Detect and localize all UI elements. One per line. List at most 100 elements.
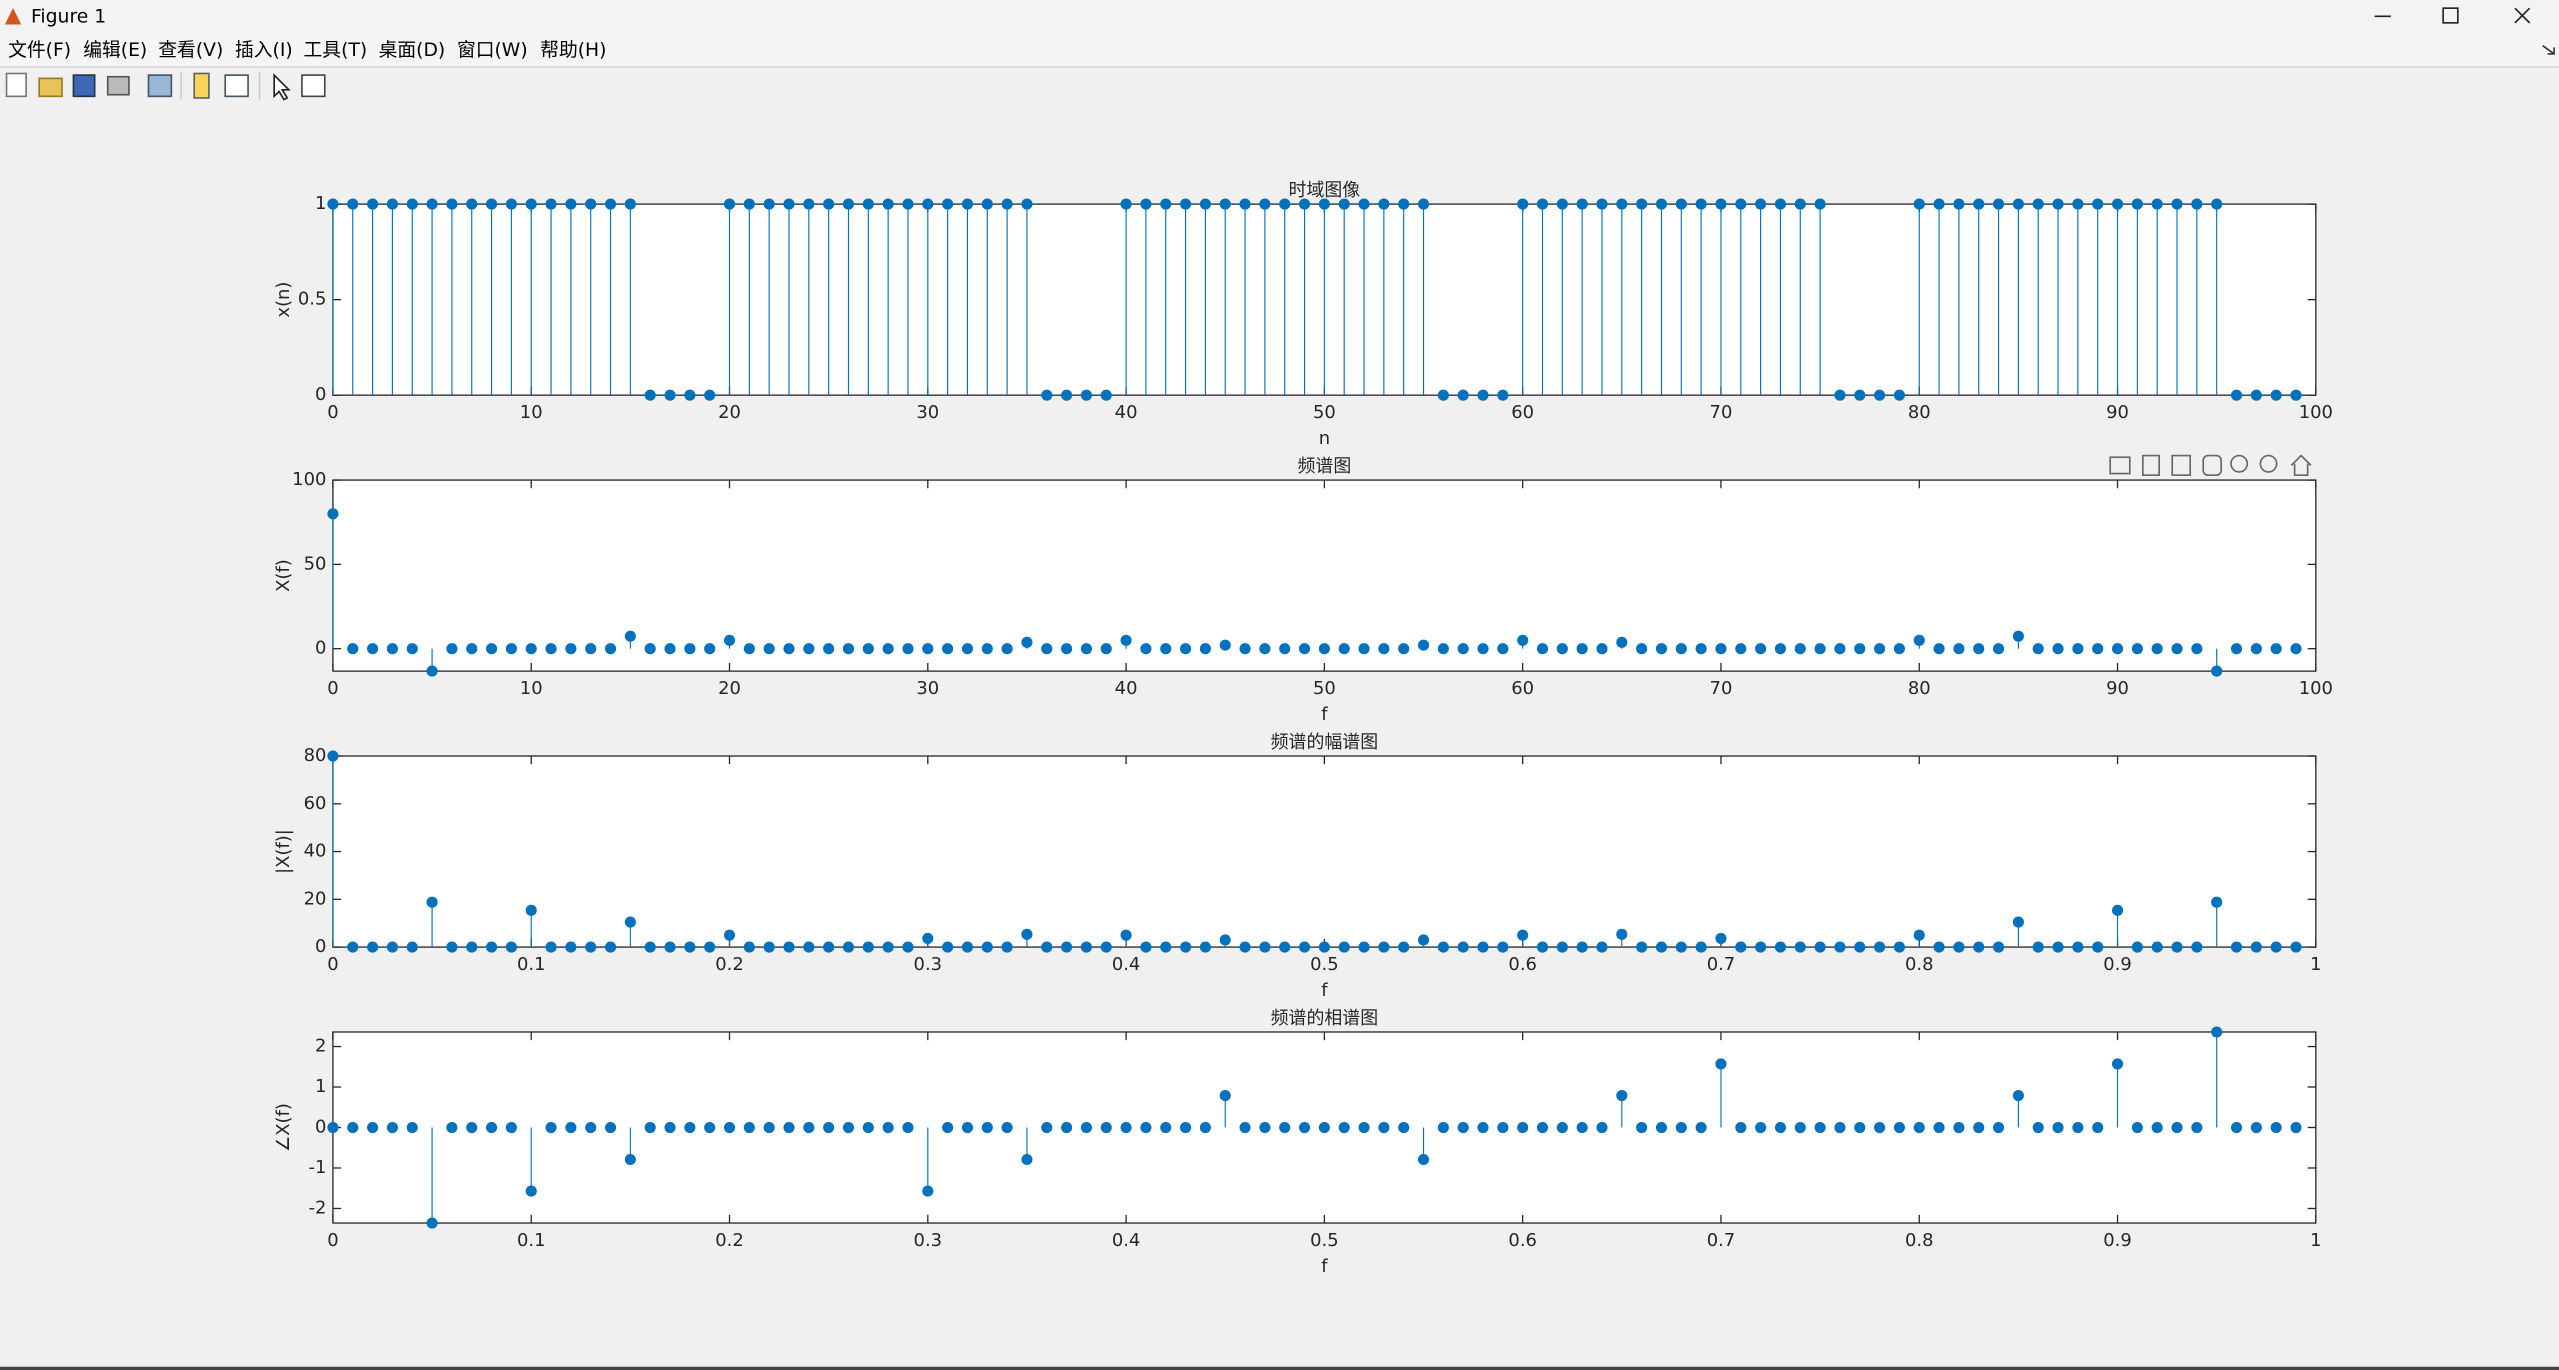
stem <box>1080 941 1092 953</box>
y-tick-label: 1 <box>315 193 326 214</box>
stem <box>1913 929 1925 948</box>
home-button[interactable] <box>2290 454 2312 476</box>
stem <box>1219 934 1231 948</box>
new-button[interactable] <box>5 72 27 98</box>
stem <box>1239 198 1251 396</box>
axes-title: 频谱的相谱图 <box>1271 1008 1379 1029</box>
stem-marker <box>1100 389 1112 401</box>
stem <box>1874 941 1886 953</box>
menu-item[interactable]: 编辑(E) <box>83 39 147 61</box>
stem <box>1437 389 1449 401</box>
stem-marker <box>1398 198 1410 210</box>
link-button[interactable] <box>147 74 173 98</box>
datatip-button[interactable] <box>2171 454 2191 476</box>
stem-marker <box>1517 198 1529 210</box>
stem <box>1279 941 1291 953</box>
stem <box>1576 198 1588 396</box>
stem-marker <box>1219 639 1231 651</box>
window-controls[interactable] <box>2374 7 2531 24</box>
x-tick-label: 0.7 <box>1707 954 1736 975</box>
stem-marker <box>783 1121 795 1134</box>
stem <box>505 1121 517 1134</box>
stem <box>1080 643 1092 655</box>
stem <box>803 643 815 655</box>
stem-marker <box>1338 198 1350 210</box>
stem <box>1536 941 1549 953</box>
stem-marker <box>1596 1121 1608 1134</box>
stem <box>1973 643 1985 655</box>
stem-marker <box>1199 941 1211 953</box>
stem-marker <box>565 1121 577 1134</box>
stem <box>2270 643 2282 655</box>
print-button[interactable] <box>106 75 130 96</box>
stem <box>763 1121 775 1134</box>
stem-marker <box>2072 198 2084 210</box>
stem <box>1774 941 1786 953</box>
stem-marker <box>604 198 617 210</box>
export-button[interactable] <box>2109 456 2131 475</box>
pan-button[interactable] <box>2202 454 2222 476</box>
menu-item[interactable]: 帮助(H) <box>540 39 606 61</box>
stem-marker <box>2230 941 2243 953</box>
stem <box>386 198 398 396</box>
stem-marker <box>1120 634 1132 646</box>
stem-marker <box>1080 941 1092 953</box>
stem <box>2092 198 2104 396</box>
menu-item[interactable]: 工具(T) <box>304 40 368 61</box>
stem <box>585 941 597 953</box>
stem <box>1596 1121 1608 1134</box>
menu-item[interactable]: 文件(F) <box>8 39 71 61</box>
x-tick-label: 80 <box>1908 402 1931 423</box>
brush-button[interactable] <box>2142 454 2160 476</box>
stem-marker <box>1576 198 1588 210</box>
stem <box>1616 636 1628 649</box>
pointer-button[interactable] <box>273 73 291 101</box>
zoom-out-button[interactable] <box>2259 454 2278 473</box>
property-button[interactable] <box>301 74 326 98</box>
stem <box>1457 941 1469 953</box>
stem-marker <box>961 1121 974 1134</box>
stem <box>2230 389 2243 401</box>
menu-item[interactable]: 窗口(W) <box>457 39 528 61</box>
menu-item[interactable]: 插入(I) <box>235 39 293 61</box>
stem <box>2290 1121 2302 1134</box>
stem-marker <box>743 643 755 655</box>
menu-arrow[interactable] <box>2542 45 2555 55</box>
zoom-in-button[interactable] <box>2230 454 2249 473</box>
stem <box>1001 1121 1013 1134</box>
open-button[interactable] <box>38 77 63 98</box>
menu-item[interactable]: 桌面(D) <box>379 39 446 61</box>
stem <box>2250 941 2262 953</box>
stem-marker <box>1279 1121 1291 1134</box>
stem-marker <box>1973 941 1985 953</box>
stem <box>1041 389 1053 401</box>
stem <box>327 508 339 649</box>
colorbar-button[interactable] <box>193 72 210 99</box>
stem-marker <box>1794 198 1806 210</box>
stem-marker <box>1199 643 1211 655</box>
stem <box>922 932 934 948</box>
stem <box>1001 941 1013 953</box>
stem <box>1933 941 1945 953</box>
stem-marker <box>1933 643 1945 655</box>
stem-marker <box>1140 941 1152 953</box>
stem <box>1675 1121 1687 1134</box>
stem <box>1358 643 1370 655</box>
stem <box>1576 1121 1588 1134</box>
close-button[interactable] <box>2514 7 2531 24</box>
stem <box>763 643 775 655</box>
stem <box>2230 941 2243 953</box>
legend-button[interactable] <box>224 74 249 98</box>
stem-marker <box>882 643 894 655</box>
stem <box>1834 389 1846 401</box>
menu-item[interactable]: 查看(V) <box>158 39 223 61</box>
stem-marker <box>1794 941 1806 953</box>
stem-marker <box>585 198 597 210</box>
stem-marker <box>961 941 974 953</box>
stem-marker <box>1913 198 1925 210</box>
stem <box>684 643 696 655</box>
restore-button[interactable] <box>2442 7 2459 24</box>
stem <box>2032 643 2044 655</box>
x-tick-label: 90 <box>2106 678 2129 699</box>
save-button[interactable] <box>72 74 96 98</box>
